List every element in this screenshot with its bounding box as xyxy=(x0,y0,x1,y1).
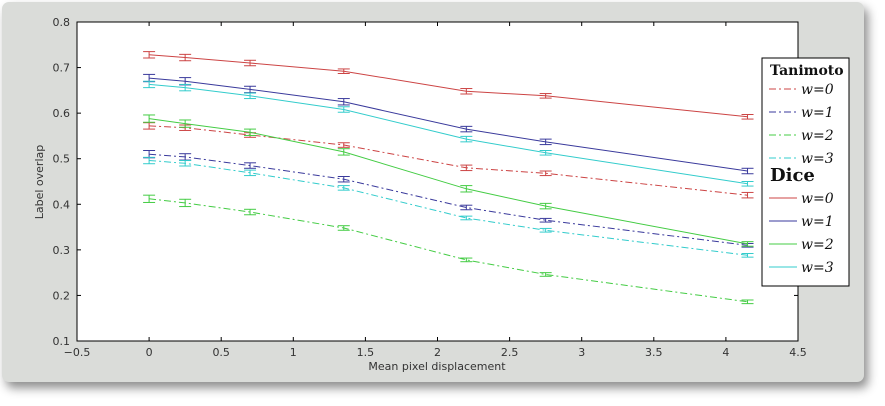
error-bar xyxy=(337,185,350,191)
error-bar xyxy=(337,68,350,74)
error-bar xyxy=(143,51,156,59)
series-4 xyxy=(143,51,754,120)
y-axis-title: Label overlap xyxy=(33,145,46,219)
ticks-layer: −0.5 0 0.5 1 1.5 2 2.5 3 3.5 4 4.5 0.1 0.2 0.3 0.4 0.5 0… xyxy=(53,16,807,359)
x-tick-label: 0 xyxy=(146,346,153,359)
error-bar xyxy=(539,170,552,177)
error-bar xyxy=(460,204,473,211)
error-bar xyxy=(741,114,754,120)
error-bar xyxy=(244,162,257,169)
y-tick-label: 0.6 xyxy=(53,107,71,120)
error-bar xyxy=(337,148,350,156)
y-tick-label: 0.5 xyxy=(53,153,71,166)
error-bar xyxy=(244,59,257,67)
error-bar xyxy=(337,142,350,148)
chart-frame: −0.5 0 0.5 1 1.5 2 2.5 3 3.5 4 4.5 0.1 0.2 0.3 0.4 0.5 0… xyxy=(2,2,864,382)
legend-group-heading: Tanimoto xyxy=(770,63,844,79)
error-bar xyxy=(741,253,754,258)
error-bar xyxy=(460,88,473,95)
legend-box xyxy=(761,57,850,287)
error-bar xyxy=(244,208,257,216)
error-bar xyxy=(539,227,552,233)
line-chart: −0.5 0 0.5 1 1.5 2 2.5 3 3.5 4 4.5 0.1 0.2 0.3 0.4 0.5 0… xyxy=(33,16,850,373)
error-bar xyxy=(179,198,192,208)
x-tick-label: 4 xyxy=(722,346,729,359)
error-bar xyxy=(460,135,473,143)
x-tick-label: 2.5 xyxy=(501,346,519,359)
y-tick-label: 0.4 xyxy=(53,198,71,211)
x-tick-label: 1.5 xyxy=(357,346,375,359)
legend-group-heading: Dice xyxy=(770,165,815,186)
error-bar xyxy=(337,106,350,113)
error-bar xyxy=(337,98,350,106)
x-tick-label: 3.5 xyxy=(645,346,663,359)
series-6 xyxy=(143,114,754,247)
error-bar xyxy=(741,167,754,175)
error-bar xyxy=(460,215,473,221)
error-bar xyxy=(741,191,754,199)
x-tick-label: 2 xyxy=(434,346,441,359)
x-tick-label: 1 xyxy=(290,346,297,359)
error-bar xyxy=(143,80,156,89)
error-bar xyxy=(741,241,754,247)
error-bar xyxy=(460,125,473,133)
legend-label: w=3 xyxy=(801,260,834,276)
error-bar xyxy=(741,181,754,187)
error-bar xyxy=(539,202,552,210)
y-tick-label: 0.8 xyxy=(53,16,71,29)
error-bar xyxy=(179,53,192,62)
x-tick-label: −0.5 xyxy=(64,346,91,359)
error-bar xyxy=(244,169,257,177)
y-tick-label: 0.3 xyxy=(53,244,71,257)
error-bar xyxy=(244,92,257,100)
legend-label: w=0 xyxy=(801,191,834,207)
legend-label: w=2 xyxy=(801,237,834,253)
error-bar xyxy=(143,114,156,123)
y-tick-label: 0.2 xyxy=(53,289,71,302)
error-bar xyxy=(539,150,552,156)
error-bar xyxy=(539,138,552,146)
series-2 xyxy=(143,194,754,305)
error-bar xyxy=(460,257,473,263)
x-axis-title: Mean pixel displacement xyxy=(368,360,506,373)
legend-label: w=1 xyxy=(801,214,834,230)
error-bar xyxy=(143,194,156,203)
x-tick-label: 4.5 xyxy=(789,346,807,359)
legend-label: w=2 xyxy=(801,128,834,144)
error-bar xyxy=(460,185,473,193)
series-3 xyxy=(143,156,754,258)
x-tick-label: 0.5 xyxy=(212,346,230,359)
error-bar xyxy=(741,299,754,305)
x-tick-label: 3 xyxy=(578,346,585,359)
error-bar xyxy=(539,93,552,99)
error-bar xyxy=(179,83,192,92)
error-bar xyxy=(539,272,552,277)
legend-label: w=0 xyxy=(801,82,834,98)
error-bar xyxy=(337,225,350,231)
error-bar xyxy=(337,175,350,183)
series-layer xyxy=(143,51,754,305)
y-tick-label: 0.7 xyxy=(53,62,71,75)
legend-label: w=3 xyxy=(801,151,834,167)
error-bar xyxy=(539,217,552,223)
error-bar xyxy=(460,164,473,172)
error-bar xyxy=(179,119,192,128)
y-tick-label: 0.1 xyxy=(53,335,71,348)
error-bar xyxy=(143,156,156,165)
legend-label: w=1 xyxy=(801,105,834,121)
series-7 xyxy=(143,80,754,187)
error-bar xyxy=(244,128,257,136)
plot-area xyxy=(76,21,799,342)
error-bar xyxy=(179,160,192,167)
